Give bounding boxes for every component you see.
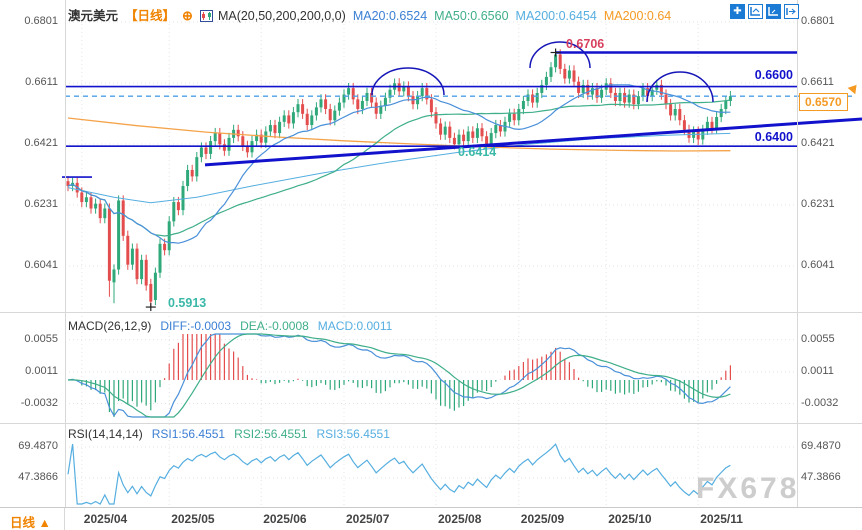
price-axis-label: 0.6421 bbox=[801, 136, 835, 149]
macd-axis-label: 0.0055 bbox=[801, 332, 835, 345]
ma200-value: MA200:0.6454 bbox=[515, 9, 597, 23]
rsi-axis-label: 47.3866 bbox=[18, 471, 58, 483]
chart-legend: 澳元美元 【日线】 ⊕ MA(20,50,200,200,0,0) MA20:0.652… bbox=[68, 5, 678, 24]
macd-axis-label: -0.0032 bbox=[20, 396, 58, 409]
price-axis-label: 0.6421 bbox=[24, 136, 58, 149]
macd-axis-label: 0.0055 bbox=[24, 332, 58, 345]
rsi-title: RSI(14,14,14) bbox=[68, 427, 143, 441]
current-price-box: 0.6570 bbox=[799, 93, 848, 111]
rsi-panel-separator bbox=[0, 423, 862, 424]
price-axis-label: 0.6041 bbox=[801, 258, 835, 271]
auto-scale-button[interactable] bbox=[748, 4, 763, 19]
macd-value: MACD:0.0011 bbox=[317, 319, 393, 333]
macd-panel-separator bbox=[0, 312, 862, 313]
left-axis-line bbox=[65, 0, 66, 507]
period-tab[interactable]: 日线 ▲ bbox=[10, 516, 51, 530]
price-axis-label: 0.6801 bbox=[24, 15, 58, 27]
macd-diff-value: DIFF:-0.0003 bbox=[160, 319, 232, 333]
macd-title: MACD(26,12,9) bbox=[68, 319, 152, 333]
rsi-header: RSI(14,14,14) RSI1:56.4551 RSI2:56.4551 RSI… bbox=[68, 427, 399, 441]
ma20-value: MA20:0.6524 bbox=[352, 9, 428, 23]
axis-scale-button[interactable] bbox=[766, 4, 781, 19]
bottom-bar-divider bbox=[64, 508, 65, 530]
resistance-price-label: 0.6600 bbox=[754, 68, 793, 82]
ma200b-value: MA200:0.64 bbox=[603, 9, 672, 23]
rsi2-value: RSI2:56.4551 bbox=[234, 427, 308, 441]
ma50-value: MA50:0.6560 bbox=[434, 9, 509, 23]
right-axis-line bbox=[797, 0, 798, 507]
month-label: 2025/11 bbox=[700, 512, 743, 526]
fx678-watermark: FX678 bbox=[696, 472, 800, 505]
month-label: 2025/10 bbox=[608, 512, 652, 526]
peak-price-label: 0.6706 bbox=[566, 37, 605, 51]
ma200-price-label: 0.6414 bbox=[458, 145, 497, 159]
rsi-axis-label: 69.4870 bbox=[18, 440, 58, 452]
macd-axis-label: 0.0011 bbox=[25, 364, 58, 377]
macd-axis-label: -0.0032 bbox=[801, 396, 839, 409]
month-label: 2025/08 bbox=[438, 512, 482, 526]
symbol-name: 澳元美元 bbox=[68, 9, 119, 23]
macd-header: MACD(26,12,9) DIFF:-0.0003 DEA:-0.0008 MACD… bbox=[68, 319, 401, 333]
month-label: 2025/06 bbox=[263, 512, 307, 526]
rsi1-value: RSI1:56.4551 bbox=[151, 427, 226, 441]
rsi3-value: RSI3:56.4551 bbox=[316, 427, 390, 441]
price-axis-label: 0.6801 bbox=[801, 15, 835, 27]
month-label: 2025/05 bbox=[171, 512, 215, 526]
add-indicator-icon[interactable]: ⊕ bbox=[182, 8, 193, 23]
month-label: 2025/09 bbox=[520, 512, 565, 526]
rsi-axis-label: 47.3866 bbox=[801, 471, 841, 483]
go-to-latest-button[interactable] bbox=[784, 4, 799, 19]
rsi-axis-label: 69.4870 bbox=[801, 440, 841, 452]
period-tag[interactable]: 【日线】 bbox=[125, 9, 176, 23]
macd-dea-value: DEA:-0.0008 bbox=[240, 319, 309, 333]
price-axis-label: 0.6611 bbox=[801, 75, 834, 88]
macd-axis-label: 0.0011 bbox=[801, 364, 834, 377]
ma-settings-label: MA(20,50,200,200,0,0) bbox=[217, 9, 346, 23]
bottom-axis-bar: 日线 ▲ 2025/04 2025/05 2025/06 2025/07 2025/08… bbox=[0, 507, 862, 530]
low-price-label: 0.5913 bbox=[168, 296, 207, 310]
support-price-label: 0.6400 bbox=[754, 130, 793, 144]
price-axis-label: 0.6231 bbox=[24, 197, 58, 210]
chart-toolbar: ✚ bbox=[730, 4, 799, 19]
month-label: 2025/04 bbox=[83, 512, 128, 526]
price-axis-label: 0.6231 bbox=[801, 197, 835, 210]
price-axis-label: 0.6611 bbox=[25, 75, 58, 88]
month-label: 2025/07 bbox=[346, 512, 390, 526]
candlestick-icon bbox=[199, 10, 213, 22]
move-tool-button[interactable]: ✚ bbox=[730, 4, 745, 19]
price-axis-label: 0.6041 bbox=[24, 258, 58, 271]
